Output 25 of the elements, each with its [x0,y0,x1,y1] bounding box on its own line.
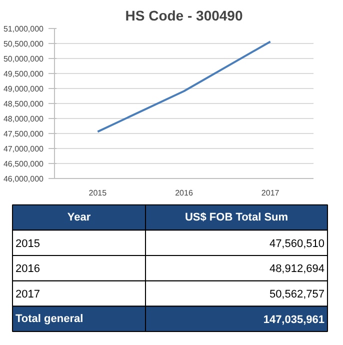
text: Year [67,212,92,224]
x-tick-label: 2017 [261,188,280,198]
y-tick-label: 50,500,000 [3,40,44,48]
y-tick-label: 47,500,000 [3,130,44,138]
text: 48,912,694 [269,263,325,276]
y-tick-label: 46,000,000 [3,174,44,184]
y-tick-label: 50,000,000 [3,54,44,64]
y-tick-label: 48,500,000 [3,100,44,108]
text: 2015 [16,238,40,250]
y-tick-label: 47,000,000 [3,144,44,154]
text: 147,035,961 [263,314,324,326]
text: Total general [16,312,84,325]
text: 47,560,510 [269,238,325,250]
y-tick-label: 51,000,000 [3,24,44,34]
x-tick-label: 2016 [175,188,194,198]
text: 2016 [16,263,40,276]
y-tick-label: 49,500,000 [3,70,44,78]
y-tick-label: 46,500,000 [3,160,44,168]
x-tick-label: 2015 [88,188,108,198]
y-tick-label: 48,000,000 [3,114,44,124]
text: US$ FOB Total Sum [184,212,288,224]
text: 2017 [16,288,40,301]
chart-title: HS Code - 300490 [125,8,243,24]
text: 50,562,757 [269,288,325,301]
y-tick-label: 49,000,000 [3,84,44,94]
